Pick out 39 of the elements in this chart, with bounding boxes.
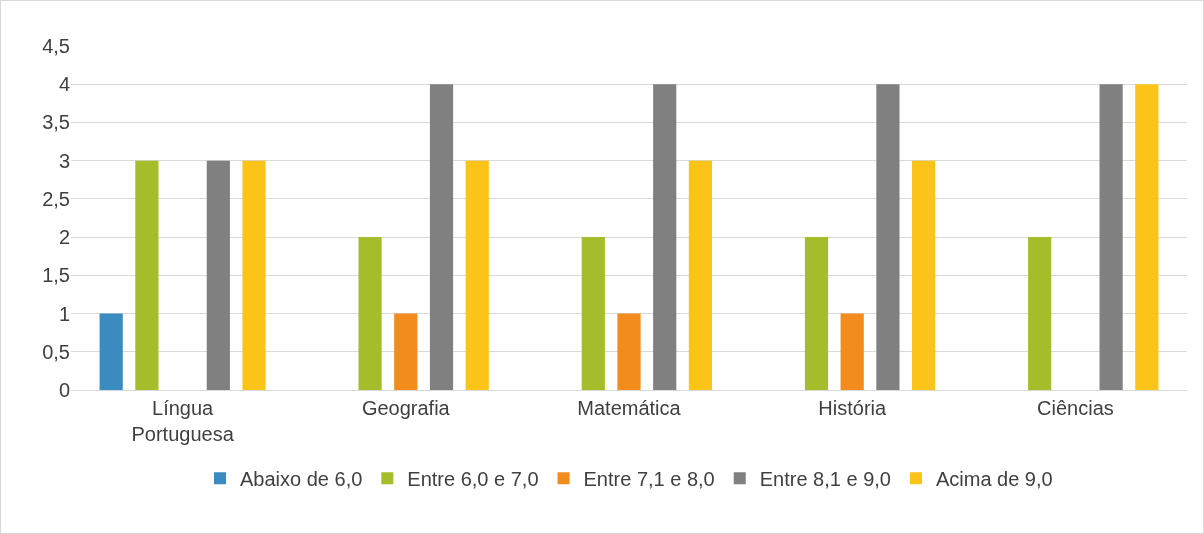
y-tick-label: 0 bbox=[58, 379, 70, 401]
y-tick-label: 3 bbox=[58, 149, 70, 172]
bar bbox=[242, 160, 266, 390]
x-tick-label: Ciências bbox=[1037, 397, 1114, 419]
bar bbox=[429, 84, 454, 390]
y-tick-label: 4 bbox=[58, 73, 70, 96]
bar bbox=[581, 237, 605, 390]
bar bbox=[394, 313, 418, 390]
bar bbox=[465, 160, 489, 390]
bar bbox=[206, 160, 230, 390]
y-tick-label: 2,5 bbox=[42, 187, 70, 210]
y-tick-label: 4,5 bbox=[42, 35, 70, 57]
bar bbox=[99, 313, 123, 390]
bar bbox=[653, 84, 677, 390]
x-tick-label: História bbox=[818, 397, 887, 419]
y-tick-label: 3,5 bbox=[42, 111, 70, 134]
y-tick-label: 2 bbox=[58, 226, 70, 249]
legend-label: Entre 8,1 e 9,0 bbox=[759, 468, 891, 491]
legend-label: Entre 7,1 e 8,0 bbox=[583, 468, 715, 491]
bar bbox=[1099, 84, 1123, 390]
y-tick-label: 1,5 bbox=[42, 264, 70, 287]
bar bbox=[1135, 84, 1159, 390]
bar bbox=[688, 160, 713, 390]
y-tick-label: 0,5 bbox=[42, 340, 70, 363]
legend-label: Entre 6,0 e 7,0 bbox=[407, 468, 539, 491]
legend-label: Abaixo de 6,0 bbox=[240, 468, 363, 491]
bar bbox=[617, 313, 641, 390]
bar bbox=[1028, 237, 1052, 390]
bar bbox=[135, 160, 159, 390]
x-tick-label: Geografia bbox=[361, 397, 451, 419]
x-tick-label: Matemática bbox=[577, 397, 682, 419]
bar bbox=[840, 313, 864, 390]
y-tick-label: 1 bbox=[58, 302, 70, 325]
bar bbox=[912, 160, 936, 390]
bar bbox=[804, 237, 829, 390]
bar bbox=[876, 84, 900, 390]
legend-label: Acima de 9,0 bbox=[935, 468, 1053, 491]
x-tick-label: Língua Portuguesa bbox=[131, 397, 235, 445]
bar bbox=[358, 237, 382, 390]
